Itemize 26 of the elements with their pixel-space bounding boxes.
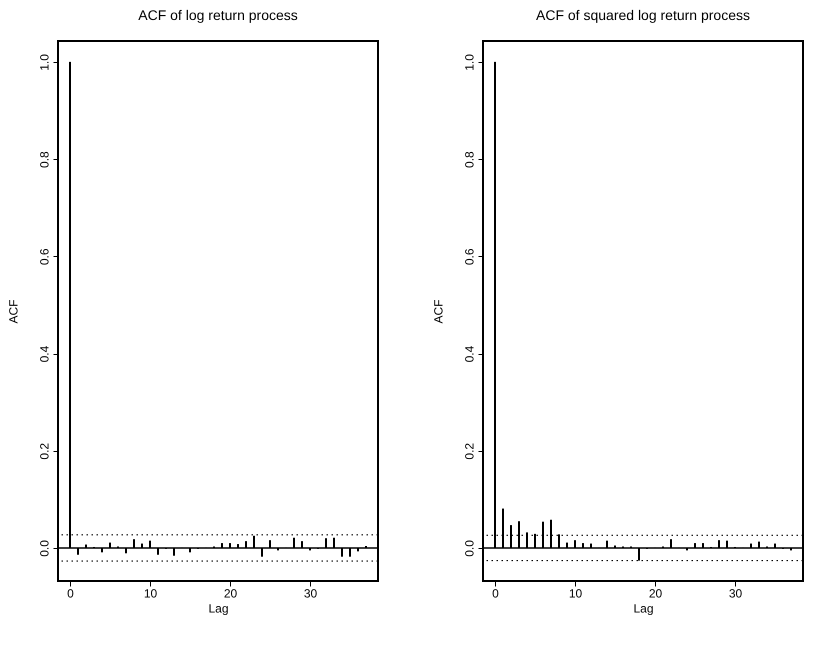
y-tick-label: 0.2	[462, 442, 476, 460]
chart-title: ACF of squared log return process	[536, 7, 750, 23]
x-tick-label: 10	[568, 586, 582, 600]
y-tick-label: 0.4	[38, 345, 52, 362]
x-tick-label: 0	[492, 586, 500, 600]
y-tick-label: 1.0	[38, 54, 52, 71]
y-tick-label: 0.8	[38, 150, 52, 168]
y-tick-label: 0.0	[462, 540, 476, 557]
y-tick-label: 0.6	[38, 248, 52, 266]
y-tick-label: 0.2	[38, 442, 52, 460]
y-tick-label: 0.0	[38, 540, 52, 557]
y-tick-label: 0.4	[462, 345, 476, 362]
x-tick-label: 30	[728, 586, 742, 600]
y-tick-label: 1.0	[462, 54, 476, 71]
y-tick-label: 0.8	[462, 150, 476, 168]
y-tick-label: 0.6	[462, 248, 476, 266]
x-axis-title: Lag	[633, 602, 654, 616]
x-tick-label: 30	[304, 586, 318, 600]
y-axis-title: ACF	[432, 300, 446, 324]
x-tick-label: 10	[144, 586, 158, 600]
y-axis-title: ACF	[6, 300, 20, 324]
x-tick-label: 0	[67, 586, 74, 600]
chart-title: ACF of log return process	[138, 7, 298, 23]
x-tick-label: 20	[648, 586, 662, 600]
x-axis-title: Lag	[208, 602, 229, 616]
x-tick-label: 20	[224, 586, 238, 600]
